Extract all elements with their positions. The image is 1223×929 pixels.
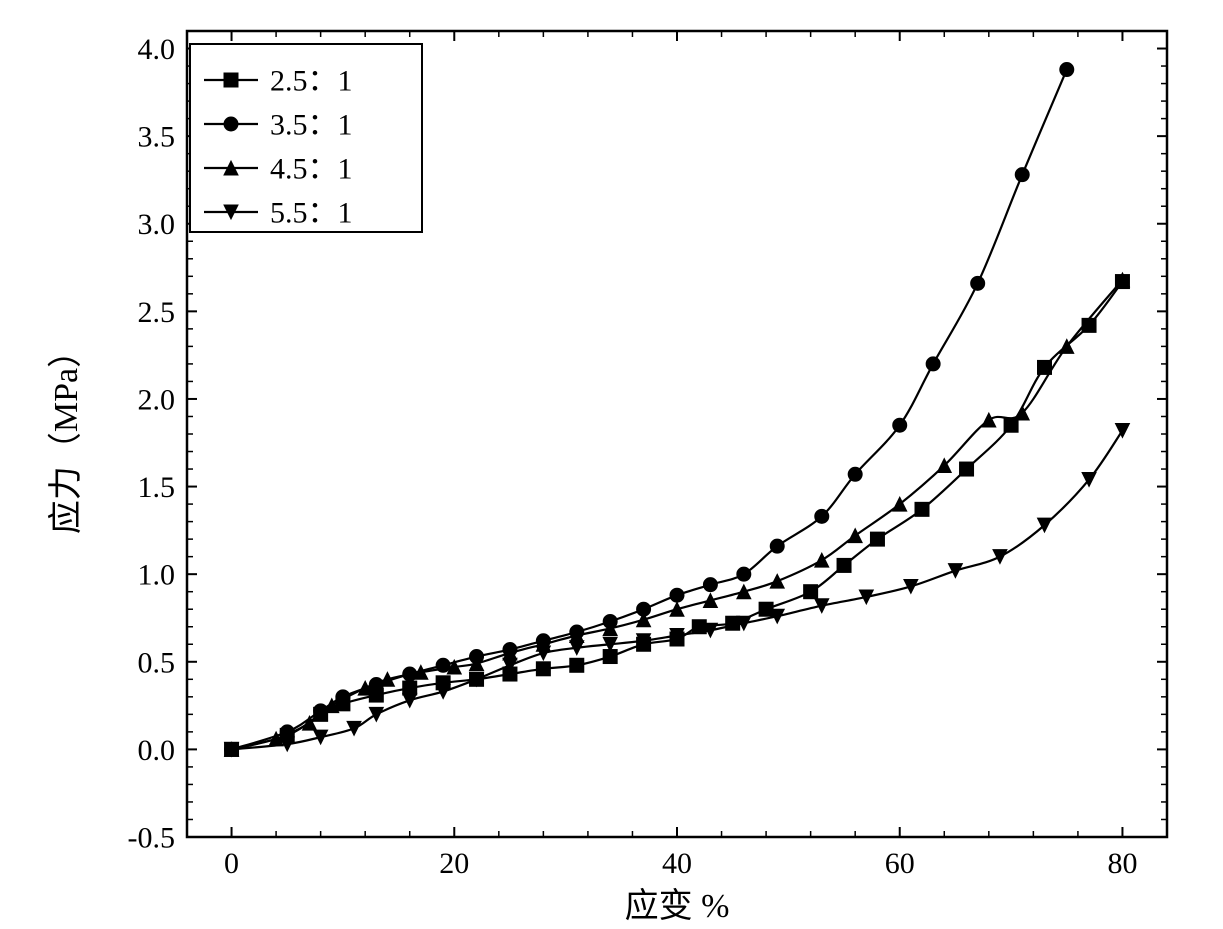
chart-canvas: 0 20 40 60 80 -0.5 0.0 0.5 1.0 1.5 2.0 2.5 3.0 3.5 4.0… <box>0 0 1223 929</box>
svg-text:1.0: 1.0 <box>138 559 176 592</box>
stress-strain-chart: 0 20 40 60 80 -0.5 0.0 0.5 1.0 1.5 2.0 2.5 3.0 3.5 4.0… <box>0 0 1223 929</box>
svg-text:4.0: 4.0 <box>138 33 176 66</box>
svg-text:2.0: 2.0 <box>138 383 176 416</box>
svg-text:4.5：1: 4.5：1 <box>270 153 353 186</box>
svg-text:2.5：1: 2.5：1 <box>270 65 353 98</box>
svg-text:1.5: 1.5 <box>138 471 176 504</box>
svg-text:5.5：1: 5.5：1 <box>270 197 353 230</box>
svg-text:3.5: 3.5 <box>138 121 176 154</box>
svg-text:40: 40 <box>662 847 692 880</box>
svg-text:20: 20 <box>439 847 469 880</box>
svg-text:2.5: 2.5 <box>138 296 176 329</box>
svg-text:应变 %: 应变 % <box>625 887 730 925</box>
svg-text:应力（MPa）: 应力（MPa） <box>47 334 85 534</box>
svg-text:3.0: 3.0 <box>138 208 176 241</box>
svg-text:-0.5: -0.5 <box>128 822 176 855</box>
svg-text:0.0: 0.0 <box>138 734 176 767</box>
svg-text:0.5: 0.5 <box>138 646 176 679</box>
svg-text:3.5：1: 3.5：1 <box>270 109 353 142</box>
svg-text:0: 0 <box>224 847 239 880</box>
svg-text:60: 60 <box>885 847 915 880</box>
svg-text:80: 80 <box>1107 847 1137 880</box>
